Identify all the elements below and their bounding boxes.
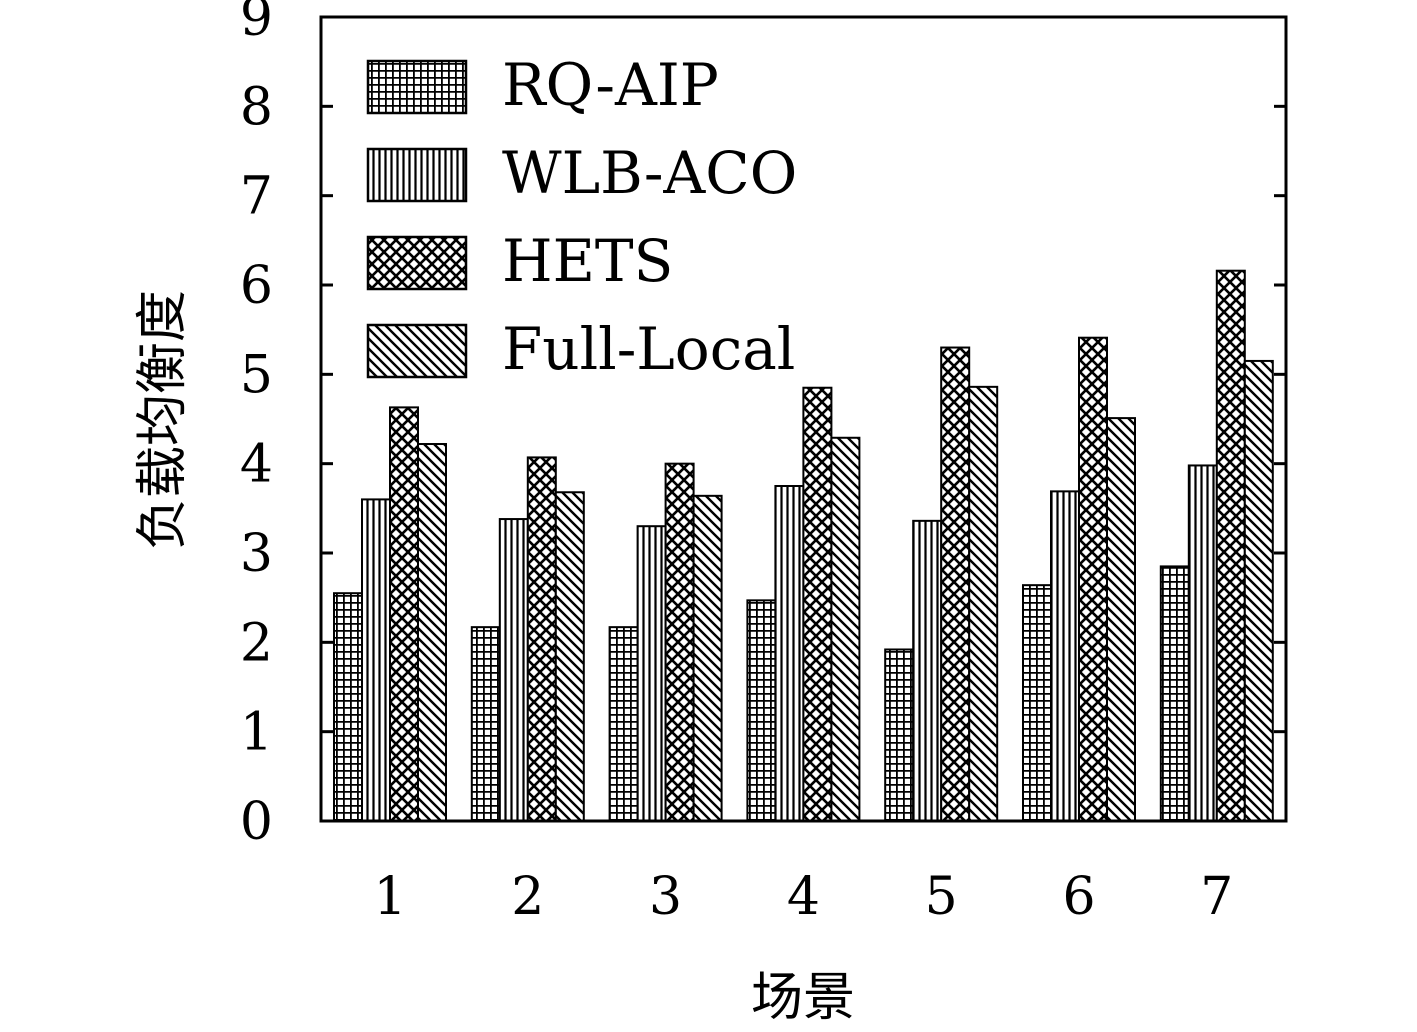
y-tick-label: 8 <box>240 77 273 137</box>
bar-rq-aip-4 <box>746 599 777 823</box>
bar-wlb-aco-6 <box>1050 490 1080 822</box>
bar-full-local-2 <box>554 491 585 822</box>
bar-full-local-6 <box>1106 417 1136 822</box>
x-tick-label-2: 2 <box>511 867 544 927</box>
bar-hets-5 <box>940 346 971 822</box>
bar-hets-1 <box>389 406 419 822</box>
legend-swatch-rq-aip <box>366 59 468 115</box>
x-tick-label-6: 6 <box>1062 867 1095 927</box>
y-tick-label: 3 <box>240 524 273 584</box>
axes-layer: 0 1 2 3 4 5 6 7 8 9 1 2 3 4 5 6 7 <box>240 0 1288 927</box>
legend-label-hets: HETS <box>502 227 673 295</box>
bar-wlb-aco-4 <box>774 485 805 822</box>
bar-rq-aip-1 <box>333 592 363 823</box>
bar-wlb-aco-3 <box>636 525 667 822</box>
legend-swatch-full-local <box>366 323 468 379</box>
bar-wlb-aco-7 <box>1187 464 1218 822</box>
x-axis-title: 场景 <box>751 968 855 1028</box>
bar-full-local-1 <box>417 443 447 822</box>
y-tick-label: 5 <box>240 345 273 405</box>
bars-layer <box>333 269 1274 823</box>
x-tick-label-7: 7 <box>1200 867 1233 927</box>
legend-label-rq-aip: RQ-AIP <box>502 51 719 119</box>
bar-rq-aip-7 <box>1159 565 1190 823</box>
legend-swatch-wlb-aco <box>366 147 468 203</box>
bar-hets-4 <box>802 386 833 822</box>
y-axis-title: 负载均衡度 <box>133 290 193 550</box>
bar-hets-2 <box>526 456 557 822</box>
bar-rq-aip-6 <box>1022 584 1052 822</box>
x-tick-label-3: 3 <box>649 867 682 927</box>
plot-frame <box>319 15 1288 823</box>
bar-rq-aip-2 <box>470 626 501 822</box>
legend-label-full-local: Full-Local <box>502 315 795 383</box>
bar-hets-3 <box>664 462 695 822</box>
y-tick-label: 9 <box>240 0 273 48</box>
legend: RQ-AIP WLB-ACO HETS Full-Local <box>366 51 797 383</box>
bar-full-local-3 <box>692 494 723 822</box>
y-tick-label: 7 <box>240 167 273 227</box>
x-tick-label-1: 1 <box>373 867 406 927</box>
bar-wlb-aco-1 <box>361 498 391 822</box>
y-tick-label: 6 <box>240 256 273 316</box>
bar-full-local-5 <box>968 385 999 822</box>
bar-wlb-aco-5 <box>912 519 943 823</box>
y-tick-label: 0 <box>240 792 273 852</box>
bar-wlb-aco-2 <box>498 518 529 822</box>
y-tick-label: 2 <box>240 613 273 673</box>
bar-rq-aip-5 <box>884 648 915 822</box>
bar-rq-aip-3 <box>608 626 639 822</box>
legend-swatch-hets <box>366 235 468 291</box>
bar-full-local-4 <box>830 436 861 822</box>
y-tick-label: 1 <box>240 703 273 763</box>
bar-hets-7 <box>1215 269 1246 822</box>
bar-full-local-7 <box>1243 359 1274 822</box>
y-tick-label: 4 <box>240 435 273 495</box>
x-tick-label-4: 4 <box>787 867 820 927</box>
bar-hets-6 <box>1078 336 1108 822</box>
x-tick-label-5: 5 <box>925 867 958 927</box>
legend-label-wlb-aco: WLB-ACO <box>502 139 797 207</box>
